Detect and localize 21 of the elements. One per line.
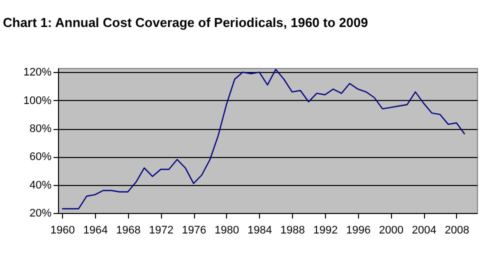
x-tick-label: 1980	[214, 224, 240, 236]
x-tick-label: 1996	[346, 224, 371, 236]
x-tick-label: 1976	[182, 224, 206, 236]
y-tick-label: 80%	[29, 123, 52, 136]
y-tick-label: 120%	[23, 66, 52, 79]
x-tick-label: 1992	[313, 224, 338, 236]
x-tick-label: 1972	[148, 224, 174, 236]
x-tick-label: 1984	[248, 224, 272, 236]
line-series	[62, 68, 466, 210]
x-tick-label: 2000	[378, 224, 404, 236]
x-tick-label: 1960	[50, 224, 75, 236]
y-tick-label: 60%	[29, 151, 52, 164]
y-tick-label: 100%	[23, 94, 52, 107]
y-tick-label: 20%	[29, 208, 52, 220]
x-tick-label: 1988	[280, 224, 305, 236]
x-tick-label: 1968	[116, 224, 141, 236]
x-tick-label: 2004	[412, 224, 436, 236]
x-tick-label: 1964	[83, 224, 108, 236]
chart-title: Chart 1: Annual Cost Coverage of Periodicals, 1960 to 2009	[2, 15, 368, 30]
y-tick-label: 40%	[29, 179, 52, 192]
x-tick-label: 2008	[444, 224, 470, 236]
